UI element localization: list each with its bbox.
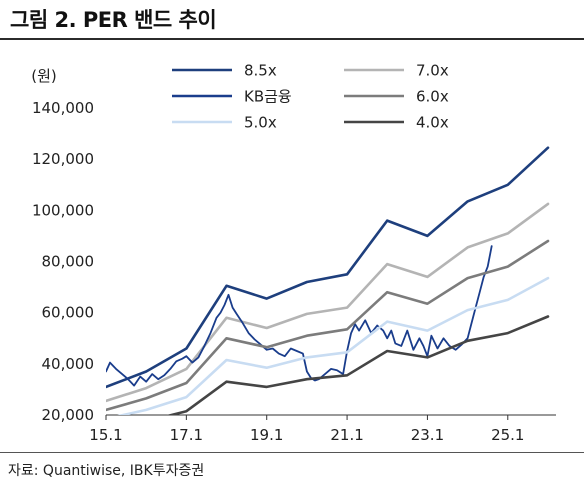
series-lines (106, 146, 550, 415)
series-line-5-0x (117, 276, 550, 415)
x-tick-label: 17.1 (170, 426, 203, 444)
x-tick-label: 23.1 (411, 426, 444, 444)
series-line-4-0x (166, 315, 550, 415)
title-rule (0, 38, 584, 40)
legend-label: 4.0x (416, 114, 449, 132)
y-tick-label: 140,000 (32, 99, 94, 117)
figure-title: 그림 2. PER 밴드 추이 (10, 8, 217, 32)
legend-label: 7.0x (416, 62, 449, 80)
per-band-chart: (원) 20,000 40,000 60,000 80,000 100,000 120,0… (31, 62, 556, 444)
y-tick-label: 20,000 (42, 406, 95, 424)
legend-label: 8.5x (244, 62, 277, 80)
x-tick-label: 15.1 (89, 426, 122, 444)
x-tick-label: 21.1 (330, 426, 363, 444)
y-tick-label: 40,000 (42, 355, 95, 373)
x-tick-label: 19.1 (250, 426, 283, 444)
series-line-KB금융 (106, 245, 493, 387)
legend: 8.5x 7.0x KB금융 6.0x 5.0x 4.0x (172, 62, 449, 132)
series-line-8-5x (106, 146, 550, 389)
y-tick-label: 120,000 (32, 150, 94, 168)
y-tick-labels: 20,000 40,000 60,000 80,000 100,000 120,000 14… (32, 99, 94, 424)
source-note: 자료: Quantiwise, IBK투자증권 (8, 463, 205, 479)
y-tick-label: 60,000 (42, 304, 95, 322)
legend-label: 6.0x (416, 88, 449, 106)
y-tick-label: 100,000 (32, 201, 94, 219)
axes (105, 414, 556, 420)
legend-label: 5.0x (244, 114, 277, 132)
legend-label: KB금융 (244, 88, 292, 106)
bottom-rule (0, 452, 584, 453)
x-tick-labels: 15.1 17.1 19.1 21.1 23.1 25.1 (89, 426, 524, 444)
x-tick-label: 25.1 (491, 426, 524, 444)
series-line-7-0x (106, 202, 550, 403)
y-axis-label: (원) (31, 67, 57, 85)
y-axis-unit: (원) (31, 67, 57, 85)
y-tick-label: 80,000 (42, 253, 95, 271)
series-line-6-0x (106, 239, 550, 412)
